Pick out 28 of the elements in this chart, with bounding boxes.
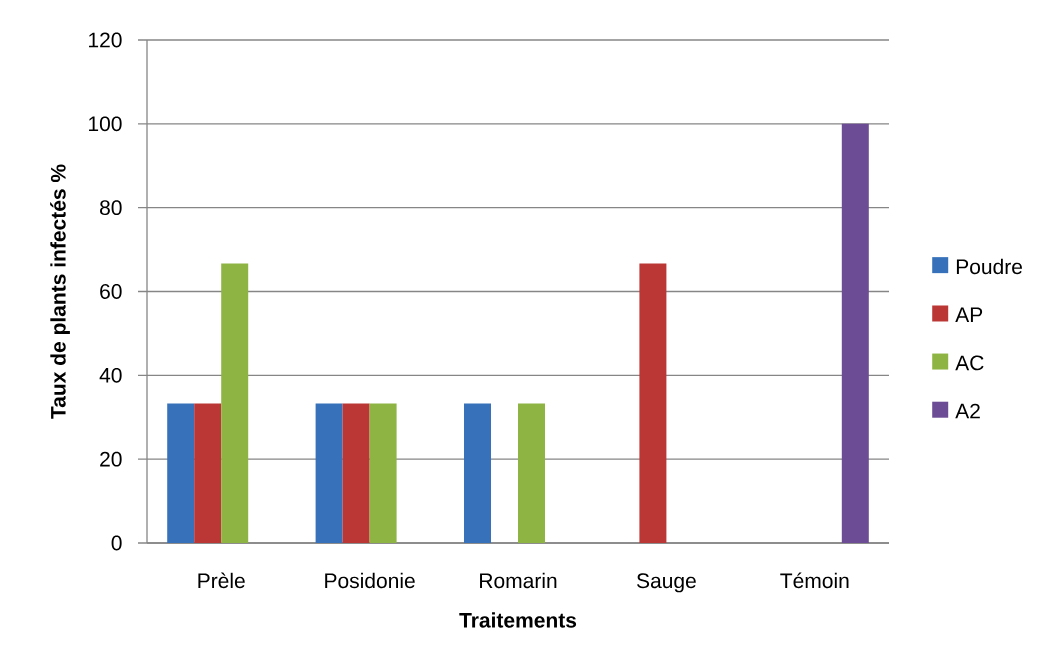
bar [315,403,343,543]
bar [369,403,397,543]
legend-label: AP [955,307,983,322]
bar [342,403,370,543]
bar [518,403,546,543]
x-tick-label: Témoin [780,572,849,589]
y-tick-label: 40 [99,367,122,383]
y-tick-label: 80 [100,200,122,216]
bar [221,263,249,543]
y-tick-label: 100 [89,116,122,132]
x-axis-title: Traitements [459,612,577,628]
y-tick-label: 20 [100,451,122,467]
bar [841,123,869,543]
y-axis-title: Taux de plants infectés % [50,164,70,419]
legend-label: AC [955,355,984,371]
legend-label: Poudre [956,258,1022,275]
y-tick-label: 60 [100,284,122,299]
bar [194,403,222,543]
y-tick-label: 0 [111,535,122,551]
bar [167,403,195,543]
x-tick-label: Sauge [637,573,696,593]
x-tick-label: Romarin [480,572,557,589]
x-tick-label: Posidonie [325,572,415,589]
legend-label: A2 [955,403,980,419]
bar [464,403,492,543]
y-tick-label: 120 [89,32,122,48]
bar [639,263,667,543]
x-tick-label: Prèle [198,572,245,589]
